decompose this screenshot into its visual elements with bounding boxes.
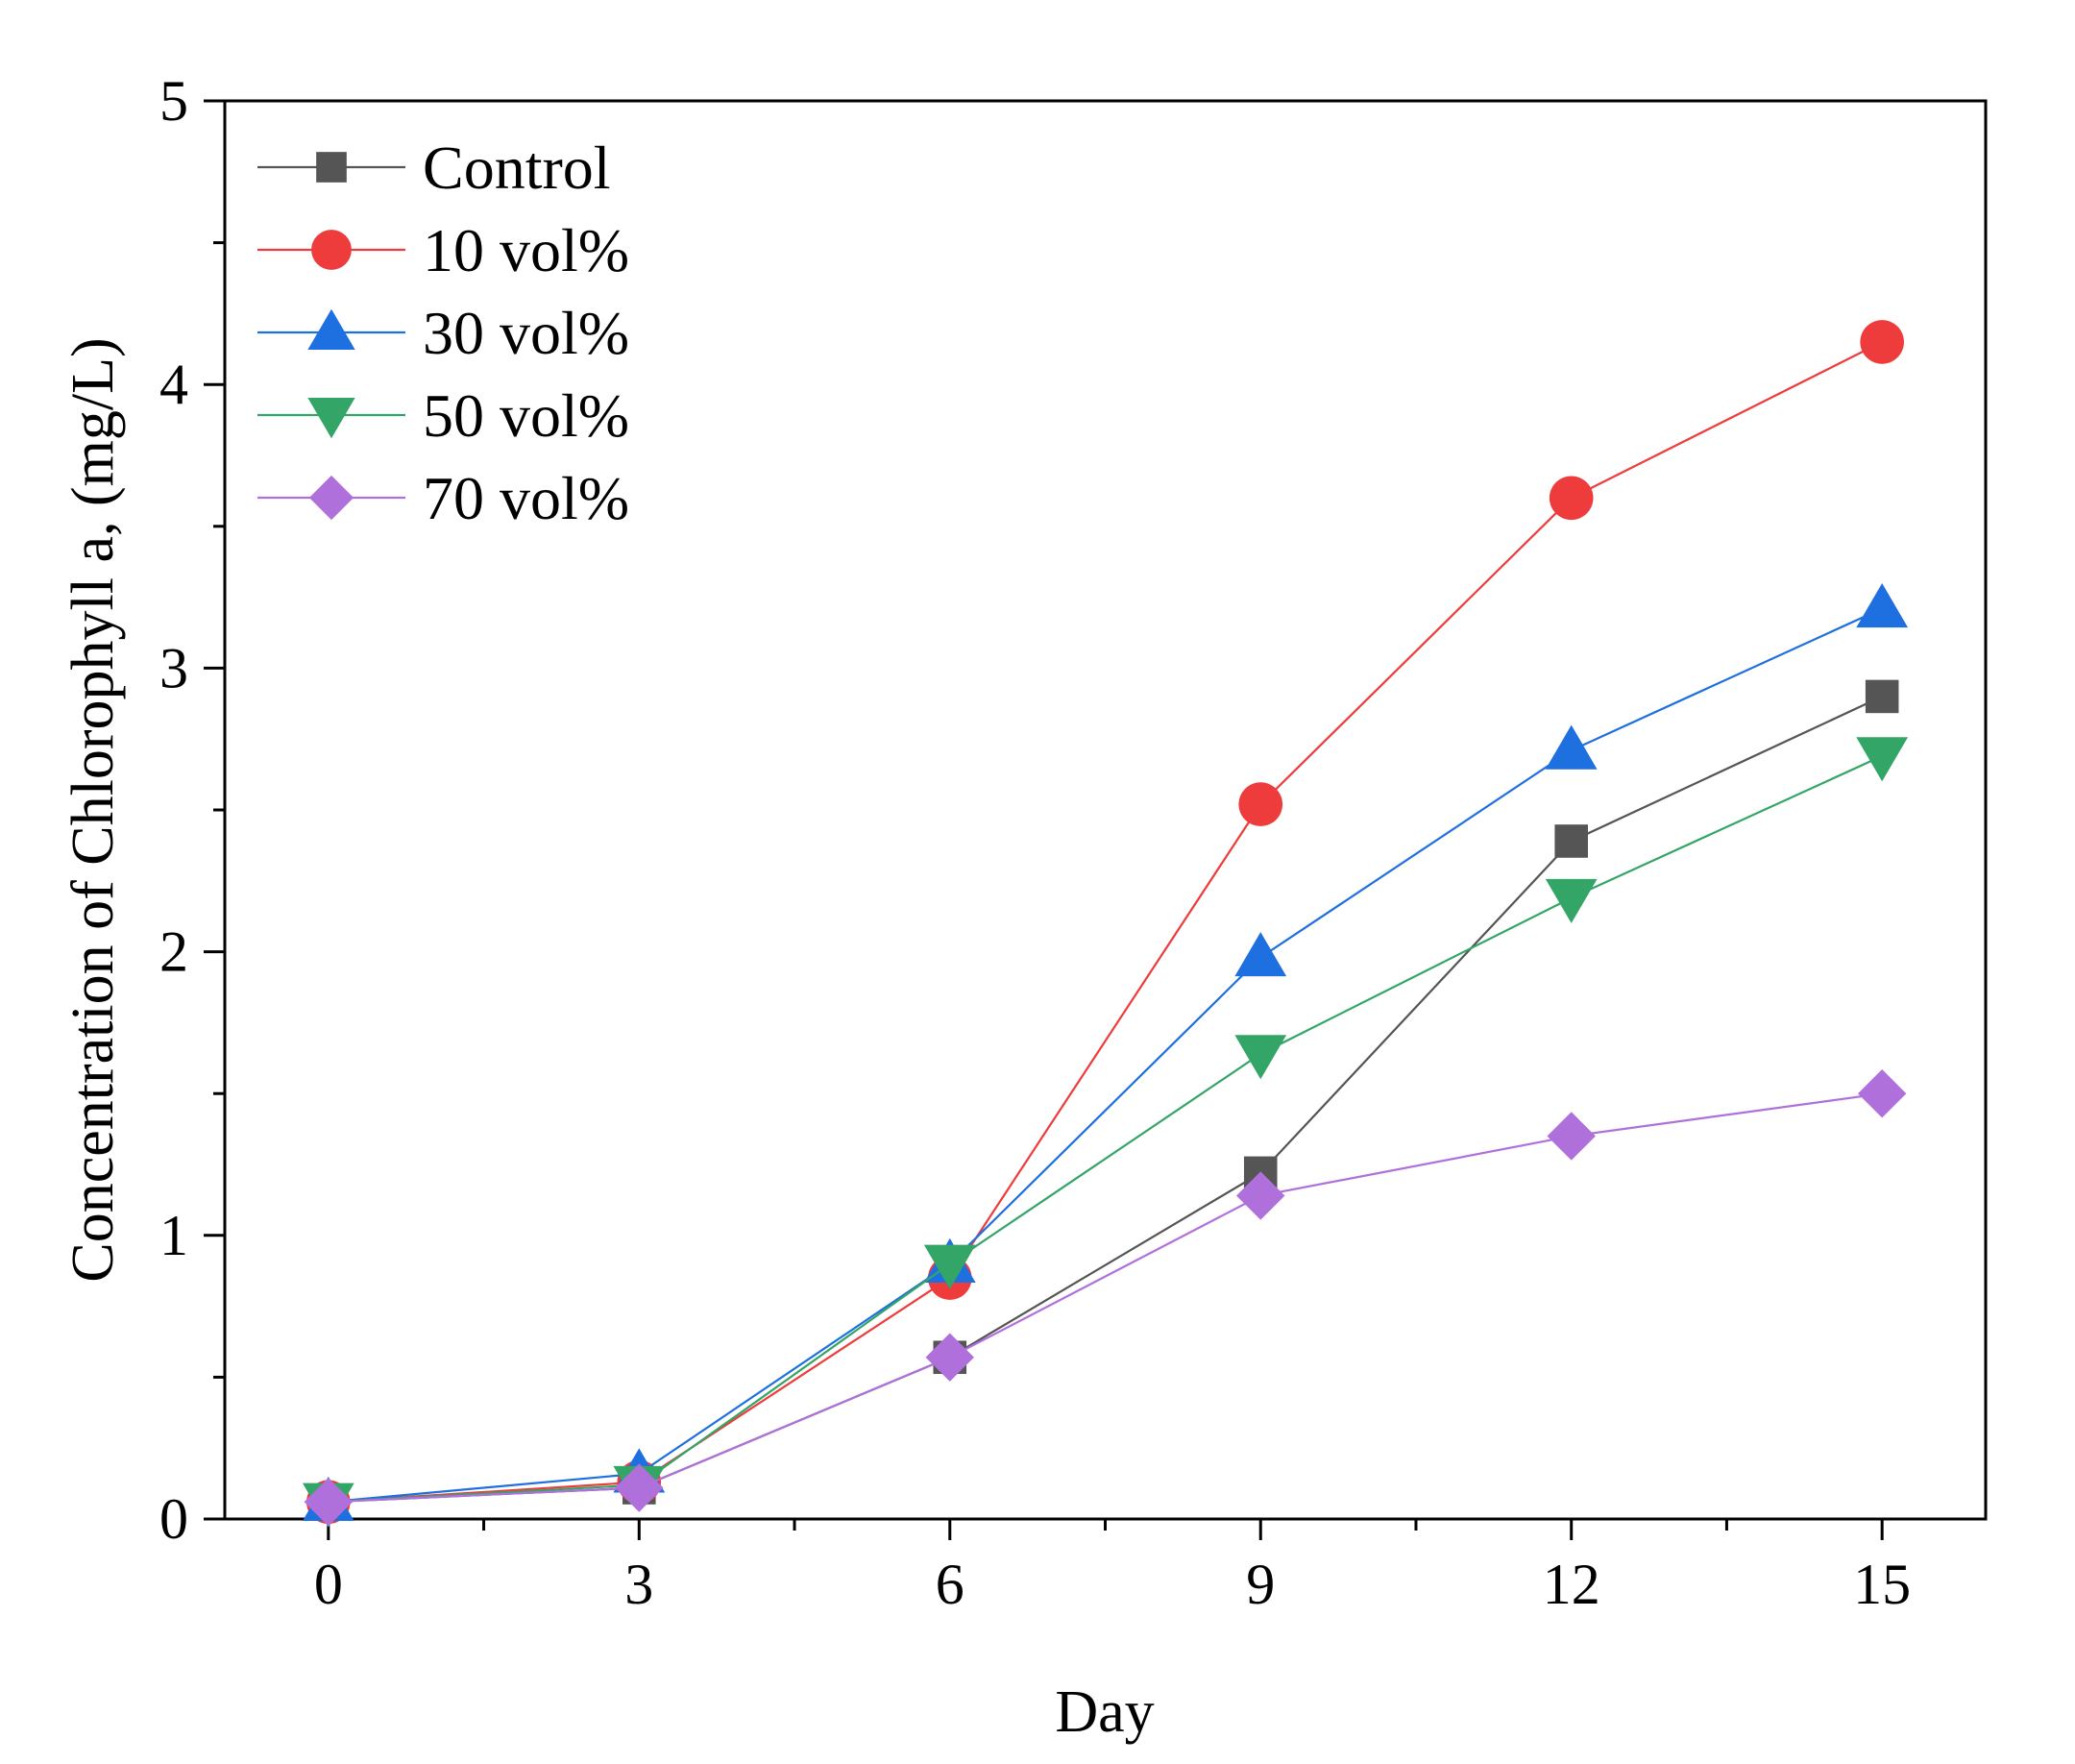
data-point: [615, 1463, 664, 1512]
y-tick-label: 0: [159, 1487, 188, 1551]
data-point: [1234, 932, 1287, 977]
series-4: [304, 1069, 1907, 1527]
legend-item: 50 vol%: [257, 381, 629, 450]
data-point: [925, 1333, 974, 1382]
y-tick-label: 5: [159, 69, 188, 133]
x-tick-label: 3: [624, 1553, 653, 1616]
legend-item: 30 vol%: [257, 299, 629, 367]
legend-marker: [308, 475, 354, 521]
series-line: [328, 340, 1883, 1504]
x-tick-label: 15: [1853, 1553, 1911, 1616]
data-point: [1234, 1035, 1287, 1080]
y-axis-title: Concentration of Chlorophyll a, (mg/L): [61, 337, 126, 1282]
y-tick-label: 2: [159, 920, 188, 984]
y-tick-label: 1: [159, 1204, 188, 1267]
data-point: [1856, 583, 1909, 628]
y-tick-label: 3: [159, 636, 188, 699]
x-axis: 0 3 6 9 12 15: [314, 1519, 1911, 1616]
legend-marker: [307, 397, 355, 439]
data-point: [1238, 782, 1283, 826]
data-point: [1236, 1171, 1285, 1220]
legend-label: 30 vol%: [423, 299, 629, 367]
legend: Control 10 vol% 30 vol% 50 vol% 70 vol%: [257, 134, 629, 532]
legend-label: 70 vol%: [423, 464, 629, 532]
legend-marker: [311, 230, 352, 270]
legend-marker: [316, 152, 347, 183]
data-point: [1545, 724, 1598, 770]
x-tick-label: 0: [314, 1553, 343, 1616]
x-tick-label: 9: [1246, 1553, 1275, 1616]
data-point: [304, 1478, 354, 1527]
x-axis-title: Day: [1055, 1679, 1154, 1745]
y-tick-label: 4: [159, 353, 188, 416]
x-tick-label: 6: [936, 1553, 964, 1616]
series-layer: [302, 320, 1909, 1528]
plot-area: [223, 99, 1988, 1521]
series-line: [328, 1092, 1883, 1504]
legend-item: Control: [257, 134, 611, 202]
legend-item: 70 vol%: [257, 464, 629, 532]
legend-label: Control: [423, 134, 611, 202]
data-point: [1856, 737, 1909, 782]
data-point: [1547, 1112, 1596, 1161]
legend-label: 50 vol%: [423, 381, 629, 450]
legend-label: 10 vol%: [423, 216, 629, 284]
data-point: [1860, 320, 1904, 364]
series-line: [328, 754, 1883, 1504]
series-line: [328, 607, 1883, 1504]
data-point: [1857, 1069, 1907, 1118]
legend-item: 10 vol%: [257, 216, 629, 284]
data-point: [1549, 476, 1594, 521]
data-point: [1545, 878, 1598, 923]
data-point: [923, 1244, 976, 1289]
data-point: [1554, 824, 1588, 858]
data-point: [1865, 679, 1899, 714]
x-tick-label: 12: [1543, 1553, 1600, 1616]
y-axis: 0 1 2 3 4 5: [159, 69, 225, 1551]
legend-marker: [307, 308, 355, 351]
